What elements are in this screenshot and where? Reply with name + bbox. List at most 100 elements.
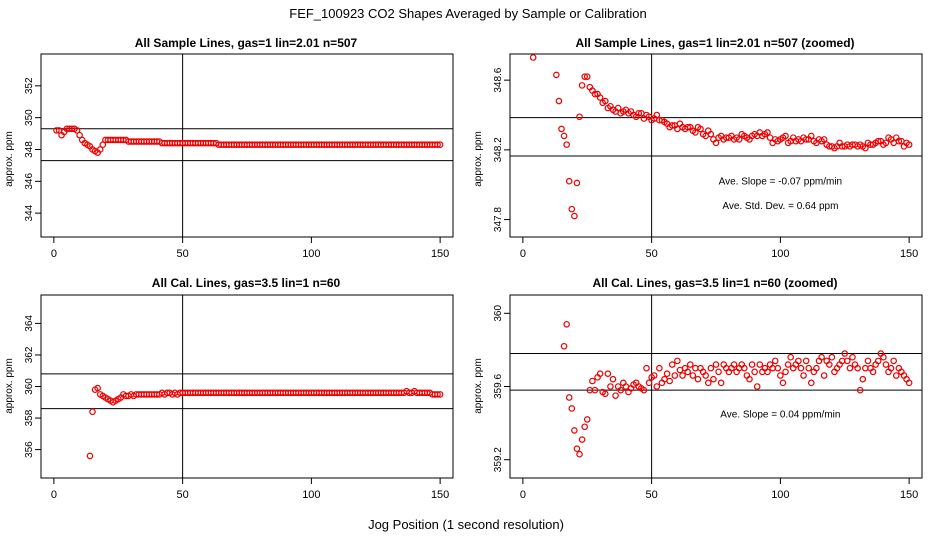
- plot-box: [40, 294, 454, 479]
- data-point: [94, 384, 101, 392]
- data-point: [846, 364, 854, 372]
- data-point: [864, 357, 872, 365]
- reference-lines: [510, 54, 922, 237]
- data-point: [656, 364, 663, 372]
- data-point: [710, 375, 717, 383]
- data-point: [645, 379, 653, 387]
- data-point: [583, 416, 591, 423]
- x-tick-label: 100: [771, 248, 789, 260]
- y-tick-label: 344: [24, 204, 35, 221]
- data-point: [859, 375, 867, 383]
- data-point: [800, 372, 807, 379]
- panel-bottom-right: All Cal. Lines, gas=3.5 lin=1 n=60 (zoom…: [473, 276, 923, 501]
- data-points: [560, 320, 913, 458]
- y-axis-label: approx. ppm: [4, 358, 15, 414]
- data-point: [573, 445, 581, 453]
- annotations: Ave. Slope = -0.07 ppm/min Ave. Std. Dev.…: [719, 177, 843, 212]
- panel-top-left: All Sample Lines, gas=1 lin=2.01 n=507 a…: [4, 36, 454, 260]
- plot-box: [40, 53, 454, 238]
- data-point: [802, 136, 810, 143]
- y-tick-label: 347.8: [493, 207, 504, 232]
- x-tick-label: 0: [51, 489, 57, 501]
- data-point: [578, 436, 586, 443]
- x-tick-label: 100: [302, 248, 320, 260]
- data-point: [805, 364, 813, 372]
- x-tick-label: 100: [302, 489, 320, 501]
- data-point: [576, 450, 583, 458]
- data-point: [581, 73, 588, 80]
- data-point: [612, 392, 619, 399]
- data-point: [553, 71, 560, 79]
- data-point: [573, 179, 581, 187]
- reference-lines: [510, 295, 922, 478]
- data-point: [797, 364, 805, 372]
- y-tick-label: 356: [24, 441, 35, 458]
- data-point: [818, 353, 825, 361]
- data-point: [844, 357, 851, 365]
- data-point: [890, 357, 897, 365]
- data-point: [715, 368, 722, 376]
- data-point: [771, 357, 779, 365]
- data-point: [880, 353, 887, 361]
- y-axis: 344 346 348 350 352: [24, 77, 41, 221]
- y-axis-label: approx. ppm: [473, 358, 484, 414]
- data-point: [692, 129, 699, 136]
- data-point: [813, 364, 820, 372]
- y-axis-label: approx. ppm: [4, 131, 15, 187]
- data-point: [774, 364, 782, 372]
- x-tick-label: 0: [51, 248, 57, 260]
- data-point: [607, 383, 614, 390]
- plot-box: [509, 53, 923, 238]
- data-point: [825, 361, 833, 368]
- panel-title: All Cal. Lines, gas=3.5 lin=1 n=60: [152, 276, 341, 290]
- data-point: [862, 144, 869, 152]
- data-point: [782, 132, 789, 140]
- data-point: [741, 364, 748, 372]
- data-point: [436, 391, 444, 398]
- stat-annotation: Ave. Std. Dev. = 0.64 ppm: [722, 201, 838, 212]
- data-point: [787, 353, 794, 361]
- x-tick-label: 150: [431, 248, 449, 260]
- data-point: [856, 386, 864, 394]
- panel-title: All Sample Lines, gas=1 lin=2.01 n=507: [135, 36, 358, 50]
- x-tick-label: 150: [900, 248, 918, 260]
- y-tick-label: 359.6: [493, 374, 504, 399]
- y-tick-label: 360: [24, 378, 35, 395]
- data-points: [529, 54, 913, 220]
- data-point: [571, 212, 578, 220]
- data-point: [694, 375, 702, 383]
- x-tick-label: 50: [177, 248, 189, 260]
- y-tick-label: 352: [24, 77, 35, 94]
- data-point: [596, 370, 604, 377]
- annotations: Ave. Slope = 0.04 ppm/min: [720, 410, 840, 421]
- y-tick-label: 359.2: [493, 447, 504, 472]
- data-point: [841, 350, 849, 357]
- x-tick-label: 50: [646, 489, 658, 501]
- data-point: [576, 113, 583, 121]
- data-point: [807, 379, 815, 387]
- data-point: [679, 372, 686, 379]
- data-point: [560, 342, 568, 350]
- data-point: [802, 357, 810, 365]
- data-point: [807, 132, 815, 140]
- stat-annotation: Ave. Slope = 0.04 ppm/min: [720, 410, 840, 421]
- data-point: [668, 361, 676, 368]
- data-point: [583, 73, 591, 80]
- data-point: [568, 405, 576, 412]
- panel-bottom-left: All Cal. Lines, gas=3.5 lin=1 n=60 appro…: [4, 276, 454, 501]
- data-point: [854, 364, 861, 372]
- data-point: [568, 205, 576, 213]
- y-tick-label: 358: [24, 409, 35, 426]
- data-point: [601, 97, 609, 105]
- data-point: [666, 377, 673, 385]
- data-point: [764, 368, 771, 376]
- data-point: [596, 94, 604, 101]
- data-point: [565, 394, 573, 401]
- data-point: [782, 368, 789, 376]
- data-point: [905, 141, 913, 148]
- data-point: [882, 139, 890, 147]
- data-point: [746, 375, 753, 383]
- data-point: [684, 368, 691, 376]
- data-point: [563, 320, 570, 328]
